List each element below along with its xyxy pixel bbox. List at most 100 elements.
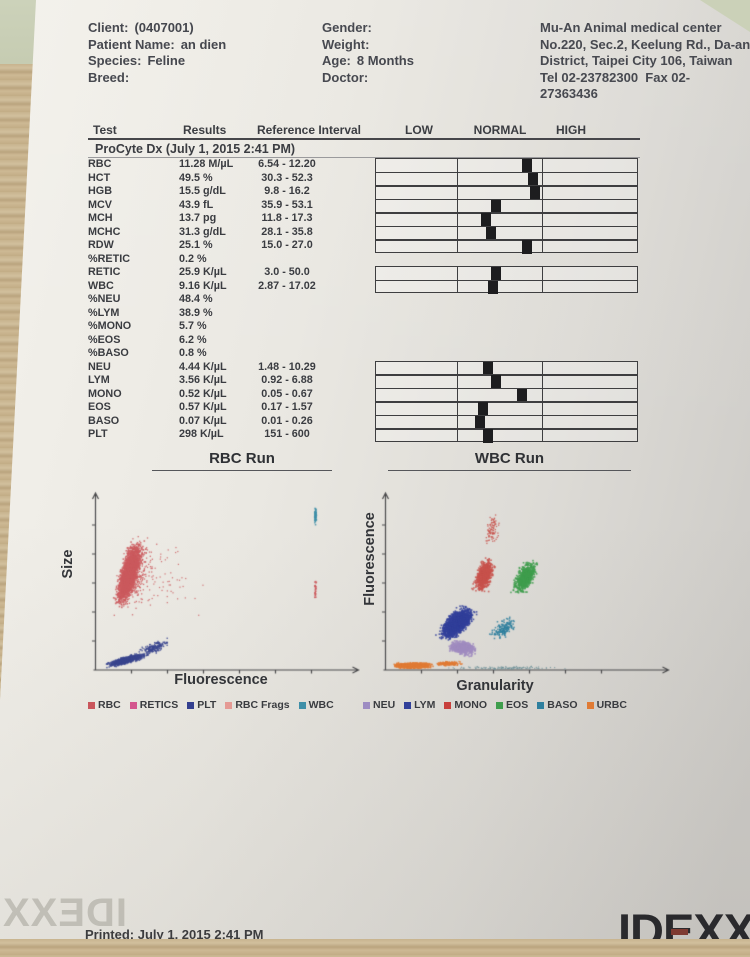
table-row: RETIC 25.9 K/µL 3.0 - 50.0 — [0, 266, 750, 280]
table-row: WBC 9.16 K/µL 2.87 - 17.02 — [0, 280, 750, 294]
patient-field-label: Patient Name: — [88, 36, 175, 52]
legend-item: RETICS — [129, 699, 178, 711]
result-value: 0.52 K/µL — [179, 387, 227, 400]
rbc-run-title: RBC Run — [152, 450, 332, 471]
header-rule — [88, 138, 640, 140]
table-row: %LYM 38.9 % — [0, 307, 750, 321]
test-name: NEU — [88, 360, 111, 373]
legend-item: PLT — [187, 699, 216, 711]
test-name: LYM — [88, 374, 110, 386]
wbc-run-title: WBC Run — [388, 450, 631, 471]
range-row-divider — [376, 428, 637, 430]
reference-interval: 0.17 - 1.57 — [261, 401, 313, 413]
legend-item: RBC — [88, 699, 121, 711]
range-marker — [480, 213, 491, 227]
result-value: 0.2 % — [179, 252, 207, 265]
reference-interval: 0.92 - 6.88 — [261, 374, 313, 386]
visit-field-label: Age: — [322, 53, 351, 68]
legend-swatch — [187, 701, 195, 709]
result-value: 6.2 % — [179, 333, 207, 346]
patient-field-value: Feline — [147, 53, 186, 68]
result-value: 25.9 K/µL — [179, 266, 227, 278]
range-marker — [483, 429, 494, 443]
test-name: %EOS — [88, 333, 121, 346]
result-value: 38.9 % — [179, 306, 213, 319]
visit-field-value: 8 Months — [356, 53, 414, 68]
range-marker — [522, 159, 533, 173]
table-row: %EOS 6.2 % — [0, 334, 750, 348]
test-name: HGB — [88, 185, 112, 197]
range-marker — [527, 172, 538, 186]
test-name: EOS — [88, 401, 111, 413]
result-value: 298 K/µL — [179, 428, 224, 440]
result-value: 4.44 K/µL — [179, 360, 227, 373]
test-name: MCV — [88, 198, 112, 211]
legend-swatch — [363, 701, 370, 709]
test-name: MCHC — [88, 225, 121, 238]
clinic-line: Mu-An Animal medical center — [540, 20, 722, 35]
visit-field: Doctor: — [322, 70, 414, 87]
range-row-divider — [376, 212, 637, 214]
range-marker — [530, 186, 541, 200]
test-name: MCH — [88, 212, 113, 224]
test-name: %NEU — [88, 293, 121, 305]
legend-swatch — [586, 701, 594, 709]
range-row-divider — [376, 401, 637, 403]
patient-field-label: Client: — [88, 20, 129, 35]
result-value: 13.7 pg — [179, 212, 217, 224]
result-value: 31.3 g/dL — [179, 225, 226, 238]
reference-interval: 35.9 - 53.1 — [261, 198, 313, 211]
clinic-line: Tel 02-23782300 Fax 02- — [540, 69, 691, 85]
test-name: WBC — [88, 279, 114, 292]
range-marker — [475, 415, 486, 429]
result-value: 25.1 % — [179, 239, 213, 251]
legend-label: PLT — [197, 699, 217, 711]
range-row-divider — [376, 225, 637, 228]
range-column-divider — [456, 159, 459, 252]
table-row: HGB 15.5 g/dL 9.8 - 16.2 — [0, 185, 750, 199]
reference-interval: 2.87 - 17.02 — [258, 279, 316, 292]
table-row: HCT 49.5 % 30.3 - 52.3 — [0, 172, 750, 186]
section-title-procyte: ProCyte Dx (July 1, 2015 2:41 PM) — [95, 142, 296, 156]
range-row-divider — [376, 414, 637, 417]
table-row: RDW 25.1 % 15.0 - 27.0 — [0, 239, 750, 253]
legend-label: RBC — [98, 699, 121, 711]
legend-label: LYM — [414, 699, 436, 711]
legend-label: NEU — [373, 699, 396, 711]
range-grid — [375, 158, 638, 254]
test-name: %LYM — [88, 306, 120, 319]
patient-field-value: an dien — [180, 36, 227, 52]
range-row-divider — [376, 279, 637, 282]
patient-field-label: Species: — [88, 53, 142, 68]
range-column-divider — [456, 267, 459, 292]
test-name: BASO — [88, 414, 120, 427]
table-row: MCHC 31.3 g/dL 28.1 - 35.8 — [0, 226, 750, 240]
test-name: PLT — [88, 428, 108, 440]
legend-swatch — [225, 701, 233, 709]
range-grid — [375, 266, 638, 294]
table-row: MONO 0.52 K/µL 0.05 - 0.67 — [0, 388, 750, 402]
table-row: %RETIC 0.2 % — [0, 253, 750, 267]
column-header-high: HIGH — [556, 123, 586, 137]
result-value: 5.7 % — [179, 320, 207, 332]
legend-swatch — [88, 701, 95, 709]
range-row-divider — [376, 239, 637, 241]
test-name: %RETIC — [88, 252, 130, 265]
reference-interval: 6.54 - 12.20 — [258, 158, 316, 170]
range-marker — [491, 375, 502, 389]
reference-interval: 30.3 - 52.3 — [261, 171, 313, 184]
range-row-divider — [376, 374, 637, 376]
legend-item: RBC Frags — [225, 699, 290, 711]
patient-field-value: (0407001) — [134, 20, 194, 35]
range-marker — [522, 240, 533, 254]
range-marker — [478, 402, 488, 416]
table-row: BASO 0.07 K/µL 0.01 - 0.26 — [0, 415, 750, 429]
legend-item: EOS — [496, 699, 528, 711]
test-name: RDW — [88, 239, 114, 251]
reference-interval: 28.1 - 35.8 — [261, 225, 313, 238]
reference-interval: 1.48 - 10.29 — [258, 360, 316, 373]
range-column-divider — [456, 361, 459, 441]
range-marker — [491, 199, 502, 213]
wbc-run-legend: NEU LYM MONO EOS BASO URBC — [363, 699, 627, 711]
legend-swatch — [537, 701, 545, 709]
